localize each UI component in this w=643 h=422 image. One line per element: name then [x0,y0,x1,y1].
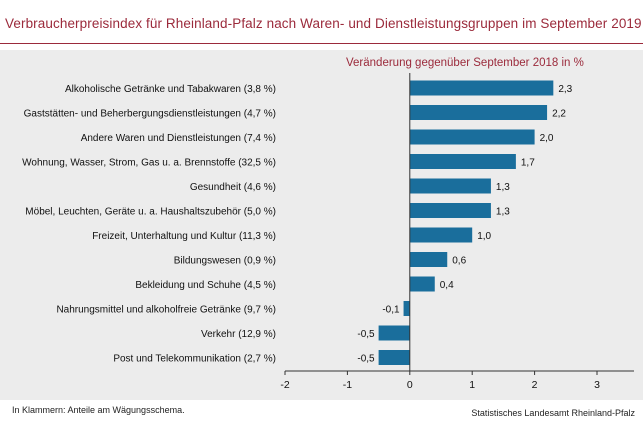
category-label: Freizeit, Unterhaltung und Kultur (11,3 … [92,231,276,242]
value-label: -0,1 [382,305,400,316]
category-label: Alkoholische Getränke und Tabakwaren (3,… [65,84,276,95]
category-label: Nahrungsmittel und alkoholfreie Getränke… [56,305,276,316]
x-axis: -2 -1 0 1 2 3 [280,73,634,391]
value-label: 0,4 [440,280,454,291]
value-label: 1,0 [477,231,491,242]
bar [409,276,435,292]
category-label: Bildungswesen (0,9 %) [174,256,276,267]
category-label: Gesundheit (4,6 %) [190,182,276,193]
bar [409,178,491,194]
bar [409,129,535,145]
bar [403,301,410,316]
bar [409,203,491,218]
value-label: -0,5 [357,354,375,365]
category-label: Andere Waren und Dienstleistungen (7,4 %… [81,133,276,144]
value-label: 2,0 [540,133,554,144]
value-label: 1,7 [521,158,535,169]
x-tick-label: 3 [594,379,600,391]
value-labels-group: 2,3 2,2 2,0 1,7 1,3 1,3 1,0 0,6 0,4 -0,1 -0,5 -0,5 [357,84,572,365]
category-label: Bekleidung und Schuhe (4,5 %) [135,280,276,291]
bar [409,154,516,169]
chart-title: Verbraucherpreisindex für Rheinland-Pfal… [5,16,642,31]
bar [409,252,448,267]
value-label: -0,5 [357,329,375,340]
bar [409,105,548,120]
value-label: 2,3 [558,84,572,95]
bar [409,227,473,243]
category-label: Möbel, Leuchten, Geräte u. a. Haushaltsz… [25,207,276,218]
source-note: Statistisches Landesamt Rheinland-Pfalz [471,408,635,418]
category-label: Wohnung, Wasser, Strom, Gas u. a. Brenns… [22,158,276,169]
value-label: 2,2 [552,109,566,120]
bar [409,80,554,96]
chart-subtitle: Veränderung gegenüber September 2018 in … [346,57,584,69]
category-label: Post und Telekommunikation (2,7 %) [113,354,276,365]
title-rule [0,43,643,44]
category-label: Verkehr (12,9 %) [201,329,276,340]
x-tick-label: 2 [532,379,538,391]
x-tick-label: 1 [469,379,475,391]
category-labels-group: Alkoholische Getränke und Tabakwaren (3,… [22,84,276,365]
value-label: 1,3 [496,207,510,218]
value-label: 1,3 [496,182,510,193]
x-tick-label: 0 [407,379,413,391]
category-label: Gaststätten- und Beherbergungsdienstleis… [24,109,276,120]
bars-group [378,80,554,365]
value-label: 0,6 [452,256,466,267]
bar [378,350,410,365]
x-tick-label: -2 [280,379,289,391]
footnote: In Klammern: Anteile am Wägungsschema. [12,405,185,415]
x-tick-label: -1 [343,379,352,391]
bar [378,325,410,341]
